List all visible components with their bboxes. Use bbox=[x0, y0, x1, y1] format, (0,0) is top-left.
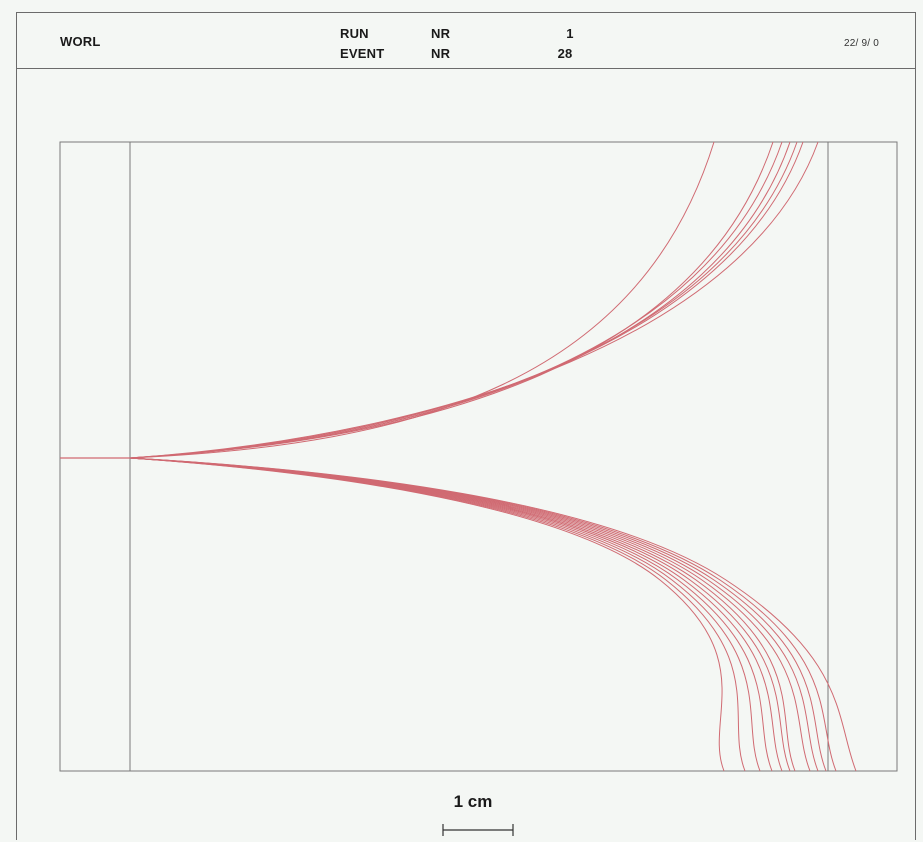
run-nr-label: NR bbox=[431, 26, 451, 41]
lower-track-8 bbox=[129, 457, 811, 772]
lower-track-3 bbox=[129, 457, 761, 772]
date-stamp: 22/ 9/ 0 bbox=[844, 38, 879, 49]
lower-track-1 bbox=[129, 457, 725, 772]
upper-track-5 bbox=[129, 141, 798, 459]
upper-track-6 bbox=[129, 141, 804, 459]
scale-label: 1 cm bbox=[453, 792, 493, 811]
run-label: RUN bbox=[340, 26, 369, 41]
volume-name: WORL bbox=[60, 34, 101, 49]
upper-track-4 bbox=[129, 141, 791, 459]
upper-track-3 bbox=[129, 141, 783, 459]
run-number: 1 bbox=[566, 26, 574, 41]
lower-track-5 bbox=[129, 457, 783, 772]
lower-tracks-group bbox=[129, 457, 857, 772]
world-volume-outline bbox=[59, 141, 898, 772]
lower-track-4 bbox=[129, 457, 773, 772]
lower-track-6 bbox=[129, 457, 791, 772]
lower-track-12 bbox=[129, 457, 857, 772]
upper-tracks-group bbox=[129, 141, 819, 459]
event-label: EVENT bbox=[340, 46, 385, 61]
upper-track-7 bbox=[129, 141, 819, 459]
event-nr-label: NR bbox=[431, 46, 451, 61]
header-bar: WORL RUN EVENT NR NR 1 28 22/ 9/ 0 bbox=[16, 12, 916, 69]
event-display-frame bbox=[16, 12, 916, 840]
upper-track-1 bbox=[129, 141, 715, 459]
lower-track-2 bbox=[129, 457, 746, 772]
event-number: 28 bbox=[557, 46, 573, 61]
